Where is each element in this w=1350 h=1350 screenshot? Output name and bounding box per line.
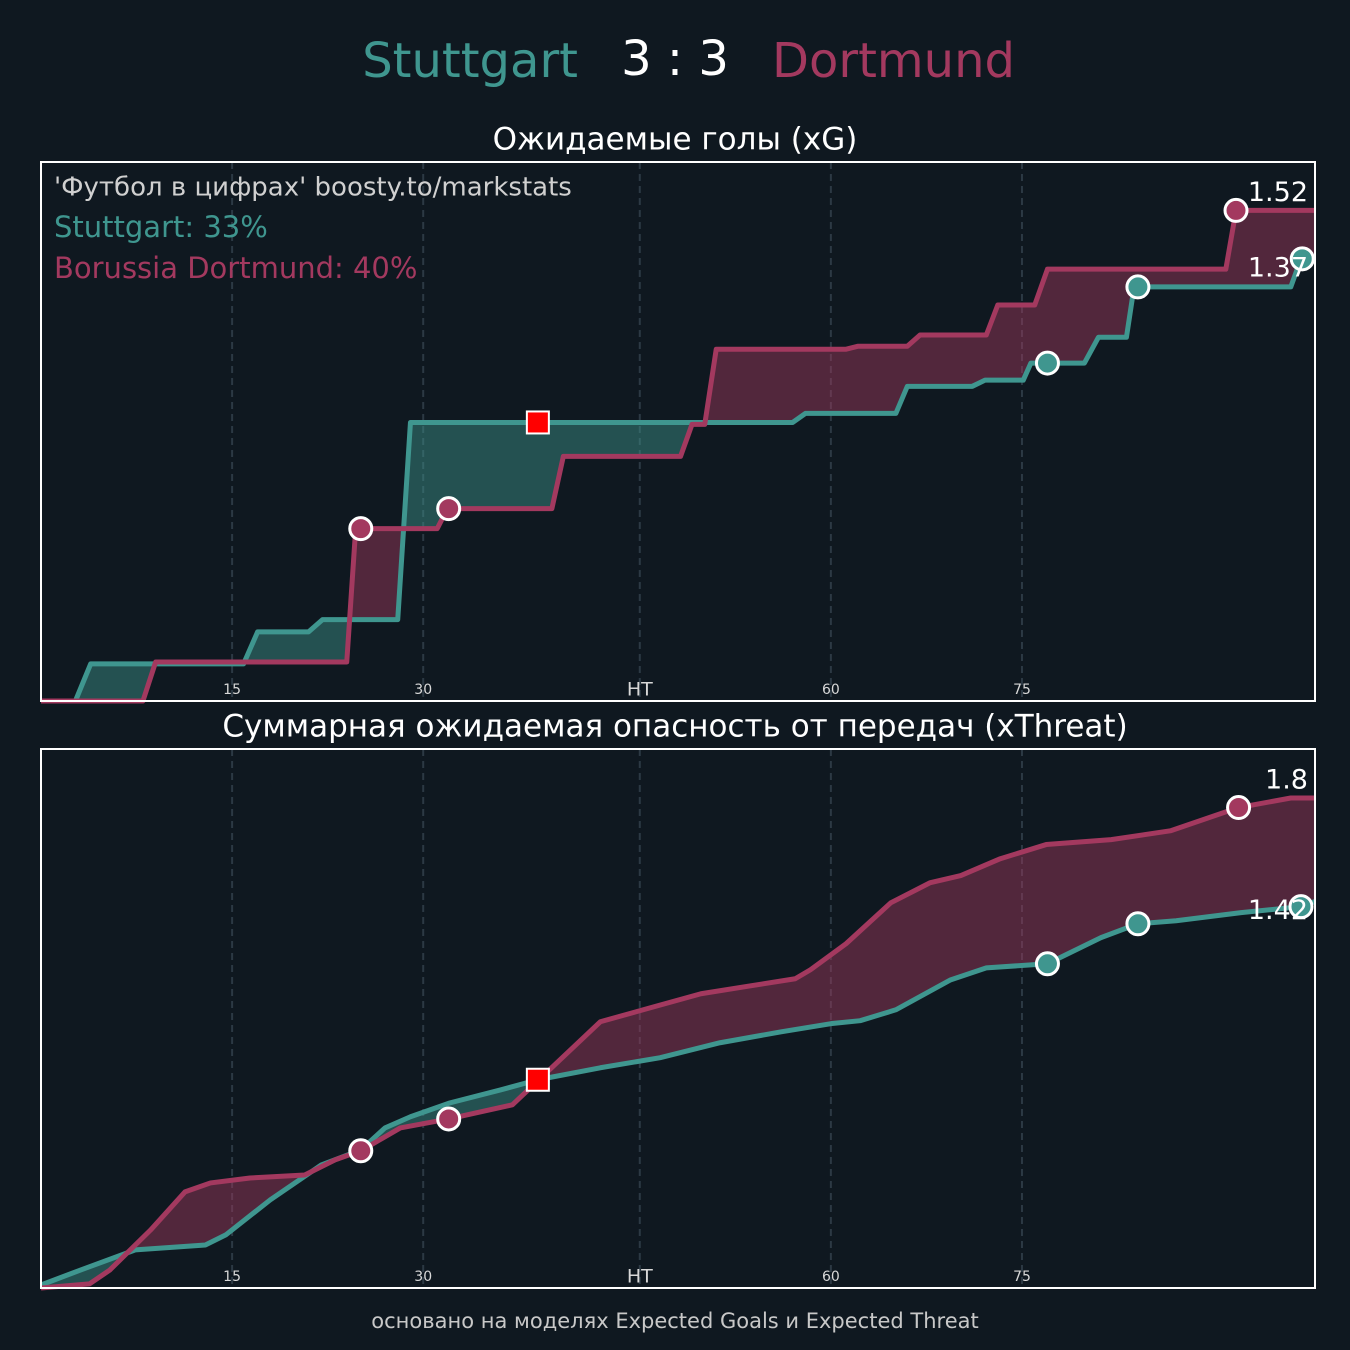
lead-fill xyxy=(311,1078,540,1172)
goal-dot xyxy=(348,516,374,542)
lead-fill xyxy=(127,1171,312,1253)
plot-frame xyxy=(40,161,1316,702)
end-label: 1.52 xyxy=(1248,177,1308,208)
goal-dot xyxy=(1288,894,1314,920)
series-line xyxy=(40,795,1315,1291)
score: 3 : 3 xyxy=(621,31,729,87)
lead-fill xyxy=(244,614,350,662)
x-tick-label: HT xyxy=(627,1266,653,1288)
x-tick-label: 60 xyxy=(822,1269,840,1285)
end-label: 1.42 xyxy=(1248,895,1308,926)
series-line xyxy=(41,256,1315,704)
end-label: 1.8 xyxy=(1265,765,1308,796)
goal-dot xyxy=(1289,246,1315,272)
annotation: Borussia Dortmund: 40% xyxy=(54,251,417,285)
annotation: 'Футбол в цифрах' boosty.to/markstats xyxy=(54,173,572,203)
goal-dot xyxy=(1226,795,1252,821)
x-tick-label: 75 xyxy=(1013,1269,1031,1285)
x-tick-label: 15 xyxy=(223,682,241,698)
plot-frame xyxy=(40,748,1316,1289)
series-line xyxy=(41,207,1315,704)
lead-fill xyxy=(539,798,1315,1080)
end-label: 1.37 xyxy=(1248,252,1308,283)
goal-dot xyxy=(436,1106,462,1132)
goal-dot xyxy=(1034,350,1060,376)
goal-dot xyxy=(1034,951,1060,977)
chart-title: Ожидаемые голы (xG) xyxy=(493,122,858,158)
x-tick-label: 30 xyxy=(414,682,432,698)
x-tick-label: 30 xyxy=(414,1269,432,1285)
x-tick-label: 15 xyxy=(223,1269,241,1285)
lead-fill xyxy=(705,210,1315,423)
annotation: Stuttgart: 33% xyxy=(54,210,268,244)
home-team: Stuttgart xyxy=(362,33,578,89)
goal-dot xyxy=(1223,197,1249,223)
lead-fill xyxy=(404,420,706,529)
lead-fill xyxy=(76,661,156,701)
chart-title: Суммарная ожидаемая опасность от передач… xyxy=(222,709,1127,745)
lead-fill xyxy=(349,521,405,620)
x-tick-label: 60 xyxy=(822,682,840,698)
away-team: Dortmund xyxy=(772,33,1015,89)
goal-dot xyxy=(1125,911,1151,937)
goal-dot xyxy=(436,496,462,522)
goal-dot xyxy=(348,1138,374,1164)
goal-dot xyxy=(1125,274,1151,300)
event-marker xyxy=(525,1067,550,1092)
series-line xyxy=(40,899,1316,1288)
event-marker xyxy=(525,410,550,435)
x-tick-label: 75 xyxy=(1013,682,1031,698)
footer: основано на моделях Expected Goals и Exp… xyxy=(371,1309,978,1333)
x-tick-label: HT xyxy=(627,679,653,701)
